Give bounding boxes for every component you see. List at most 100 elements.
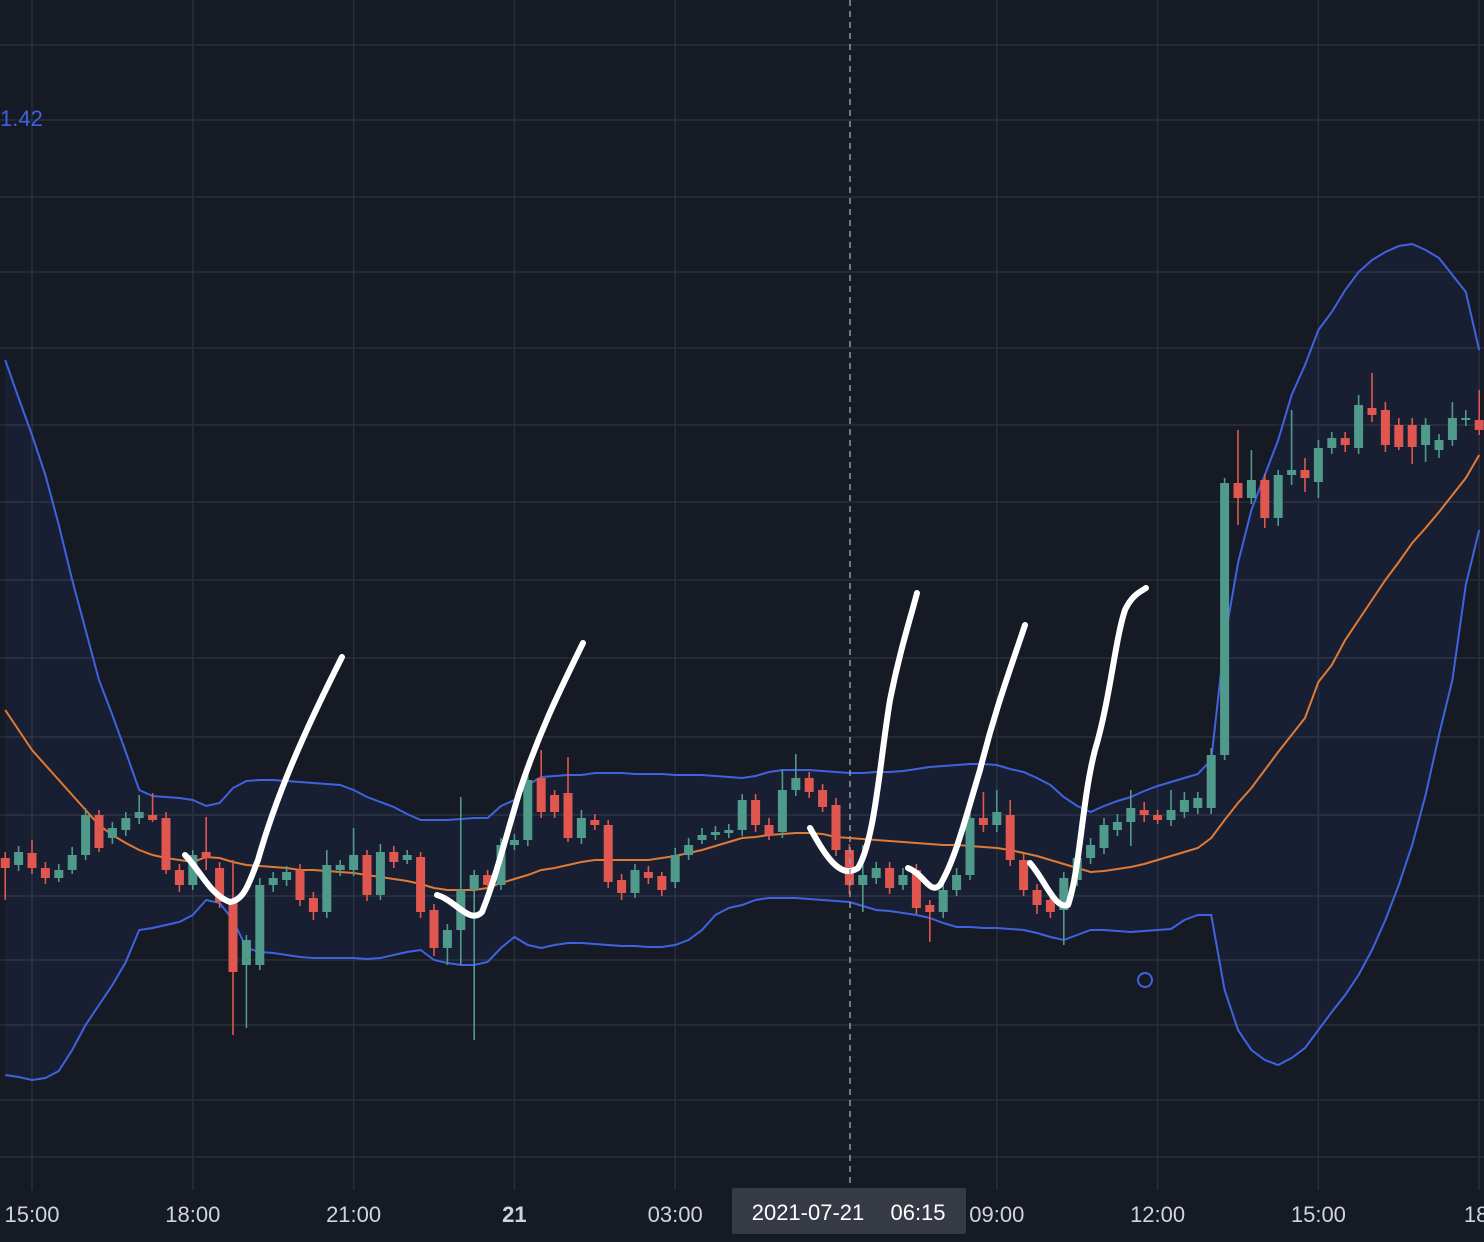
candle-body [1394,425,1404,447]
candle-body [107,828,117,838]
band-line [4,454,1481,891]
x-tick-label: 03:00 [648,1202,703,1227]
drawing-stroke [905,622,1028,891]
candle-body [27,853,37,868]
candle-body [188,855,198,885]
candle-body [724,830,734,833]
candle-body [1407,425,1417,447]
candle-body [1434,440,1444,450]
x-tick-label: 15:00 [1291,1202,1346,1227]
candle-body [965,818,975,875]
candle-body [174,870,184,885]
candle-body [858,875,868,885]
candle-body [925,905,935,912]
candle-body [201,852,211,858]
candle-body [1112,822,1122,830]
x-tick-label: 21:00 [326,1202,381,1227]
candle-body [469,875,479,890]
candle-body [121,818,131,830]
candle-body [1032,890,1042,905]
x-tick-label: 21 [502,1202,526,1227]
candle-body [603,825,613,882]
candle-body [322,865,332,912]
candle-body [295,870,305,900]
candle-body [764,825,774,835]
candle-body [483,875,493,885]
drawing-stroke [182,654,345,905]
candle-body [54,870,64,878]
candle-body [1260,480,1270,518]
plot [0,242,1484,1082]
candle-body [1380,410,1390,445]
candle-body [1327,438,1337,448]
indicator-value: 1.42 [0,106,43,131]
x-axis: 15:00 18:00 21:00 21 03:00 09:00 12:00 15:00 18: [4,1202,1484,1227]
x-tick-label: 15:00 [4,1202,59,1227]
candle-body [1287,470,1297,475]
candle-body [241,940,251,965]
candle-body [1354,405,1364,448]
candle-body [1273,475,1283,518]
candle-body [938,890,948,912]
candle-body [804,778,814,792]
candle-body [1421,425,1431,445]
candle-body [1474,420,1484,430]
candle-body [523,780,533,840]
candle-body [228,902,238,972]
candle-body [40,868,50,878]
candle-body [442,930,452,948]
candle-body [1220,483,1230,755]
candle-body [670,855,680,882]
candle-body [134,812,144,818]
candle-body [1019,860,1029,890]
candle-body [161,818,171,870]
candle-body [1045,900,1055,912]
candle-body [1059,878,1069,910]
candle-body [1313,448,1323,482]
x-tick-label: 18: [1464,1202,1484,1227]
candle-body [978,818,988,825]
candle-body [94,815,104,848]
candle-body [1340,438,1350,445]
candle-body [844,850,854,885]
candle-body [349,855,359,870]
candle-body [657,876,667,890]
candle-body [1086,845,1096,858]
candle-body [268,878,278,885]
candle-body [14,852,24,865]
candle-body [215,868,225,902]
candle-body [416,857,426,912]
candle-body [1099,825,1109,848]
candle-body [777,790,787,832]
x-tick-label: 09:00 [969,1202,1024,1227]
candle-body [1206,755,1216,808]
drawings [182,585,1149,919]
candle-body [255,885,265,965]
candle-body [737,800,747,830]
candle-body [81,815,91,855]
candle-body [751,800,761,825]
drawing-stroke [807,590,920,875]
candle-body [791,778,801,790]
candle-body [375,852,385,895]
candle-body [710,832,720,835]
crosshair-label-box [732,1188,966,1234]
candle-body [563,793,573,838]
candle-body [643,872,653,878]
candle-body [335,865,345,870]
candle-body [1246,480,1256,498]
candle-body [684,845,694,855]
candle-body [1447,418,1457,440]
candle-body [308,898,318,912]
candle-body [1367,408,1377,415]
candle-body [429,910,439,948]
candle-body [1166,810,1176,820]
candle-body [992,812,1002,825]
x-tick-label: 18:00 [165,1202,220,1227]
candle-body [898,875,908,885]
candle-body [576,818,586,838]
candle-body [1193,798,1203,808]
candle-body [1179,800,1189,812]
